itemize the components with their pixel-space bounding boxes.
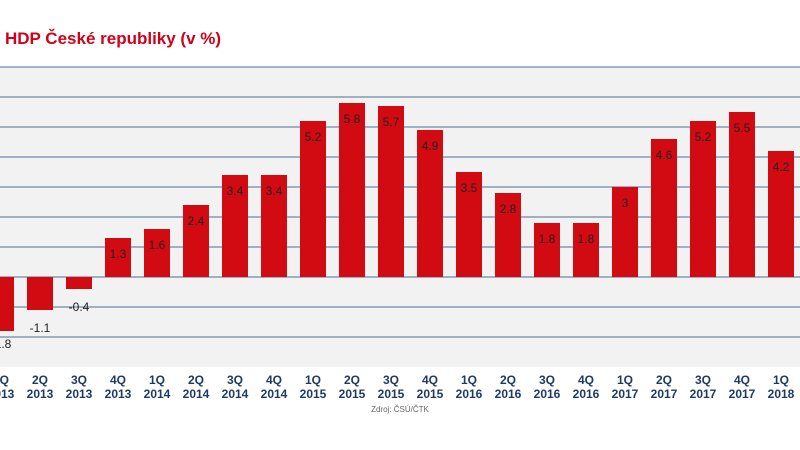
source-note: Zdroj: ČSÚ/ČTK [371,405,429,414]
bar [66,277,92,289]
x-tick-quarter: 4Q [422,373,438,387]
x-tick-quarter: 2Q [188,373,204,387]
bar-value-label: 3 [622,196,629,210]
x-tick-quarter: 3Q [695,373,711,387]
x-tick-quarter: 2Q [344,373,360,387]
bar-value-label: 5.2 [695,130,712,144]
x-tick-quarter: 1Q [773,373,789,387]
bar-value-label: 5.8 [344,112,361,126]
bar [573,223,599,277]
x-tick-quarter: 1Q [305,373,321,387]
bar [222,175,248,277]
x-tick-year: 2013 [27,387,54,401]
x-tick-year: 2016 [534,387,561,401]
bar-value-label: 4.2 [773,160,790,174]
bar-value-label: 3.5 [461,181,478,195]
bar-value-label: 1.8 [578,232,595,246]
bar-value-label: 4.9 [422,139,439,153]
bar [27,277,53,310]
x-tick-quarter: 4Q [266,373,282,387]
bar [417,130,443,277]
x-tick-quarter: 3Q [71,373,87,387]
x-axis-ticks: 1Q20132Q20133Q20134Q20131Q20142Q20143Q20… [0,373,795,401]
x-tick-quarter: 3Q [227,373,243,387]
x-tick-quarter: 2Q [656,373,672,387]
x-tick-year: 2014 [222,387,249,401]
bar [768,151,794,277]
x-tick-year: 2015 [378,387,405,401]
bar [144,229,170,277]
x-tick-year: 2017 [612,387,639,401]
x-tick-year: 2014 [183,387,210,401]
x-tick-quarter: 1Q [0,373,9,387]
bar [339,103,365,277]
bar [300,121,326,277]
x-tick-quarter: 4Q [110,373,126,387]
x-tick-year: 2018 [768,387,795,401]
x-tick-year: 2016 [456,387,483,401]
x-tick-year: 2017 [690,387,717,401]
x-tick-year: 2014 [144,387,171,401]
bar-value-label: 1.8 [539,232,556,246]
bar-value-label: -1.1 [30,321,51,335]
bar-value-label: 3.4 [266,184,283,198]
bar-value-label: 1.6 [149,238,166,252]
x-tick-year: 2015 [300,387,327,401]
x-tick-year: 2014 [261,387,288,401]
bar-value-label: 3.4 [227,184,244,198]
bar-value-label: 4.6 [656,148,673,162]
x-tick-year: 2017 [729,387,756,401]
x-tick-year: 2017 [651,387,678,401]
bar [378,106,404,277]
x-tick-year: 2015 [339,387,366,401]
x-tick-quarter: 3Q [539,373,555,387]
bar [0,277,14,331]
x-tick-quarter: 1Q [461,373,477,387]
bar [105,238,131,277]
x-tick-year: 2015 [417,387,444,401]
x-tick-quarter: 2Q [500,373,516,387]
x-tick-quarter: 4Q [578,373,594,387]
bar-value-label: 2.4 [188,214,205,228]
bar-value-label: -1.8 [0,337,12,351]
bar [612,187,638,277]
bar-value-label: 1.3 [110,247,127,261]
x-tick-quarter: 2Q [32,373,48,387]
x-tick-year: 2013 [66,387,93,401]
bar-value-label: -0.4 [69,300,90,314]
x-tick-year: 2016 [573,387,600,401]
x-tick-year: 2013 [0,387,15,401]
bar-value-label: 5.2 [305,130,322,144]
x-tick-quarter: 1Q [149,373,165,387]
bars [0,103,794,331]
x-tick-year: 2013 [105,387,132,401]
bar [690,121,716,277]
x-tick-quarter: 3Q [383,373,399,387]
bar-value-label: 5.5 [734,121,751,135]
bar [651,139,677,277]
x-tick-year: 2016 [495,387,522,401]
bar [183,205,209,277]
bar [495,193,521,277]
bar [729,112,755,277]
bar [534,223,560,277]
x-tick-quarter: 4Q [734,373,750,387]
bar-labels: -1.8 -1.1 -0.4 1.3 1.6 2.4 3.4 3.4 5.2 5.8 5.7 4.9 3… [0,112,790,351]
bar [261,175,287,277]
bar-value-label: 2.8 [500,202,517,216]
x-tick-quarter: 1Q [617,373,633,387]
bar-value-label: 5.7 [383,115,400,129]
bar [456,172,482,277]
chart-title: HDP České republiky (v %) [5,29,222,48]
